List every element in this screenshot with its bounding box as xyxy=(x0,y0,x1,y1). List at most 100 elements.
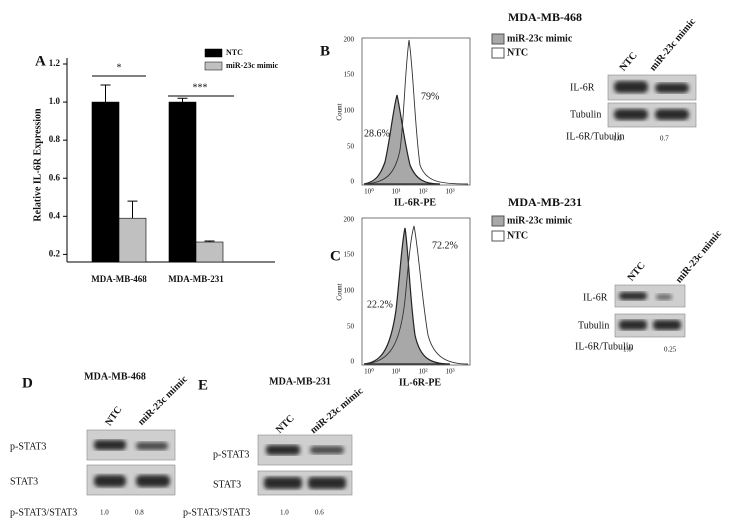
lane-label: miR-23c mimic xyxy=(648,16,699,73)
row-label: STAT3 xyxy=(213,479,241,490)
x-tick-label: 10⁰ xyxy=(364,188,374,196)
ratio-value: 1.0 xyxy=(280,509,289,517)
bar xyxy=(118,217,147,263)
y-tick-label: 150 xyxy=(344,251,355,259)
blot-band xyxy=(614,81,648,93)
row-label: IL-6R xyxy=(570,82,595,93)
blot-band xyxy=(136,442,168,450)
row-label: p-STAT3 xyxy=(10,441,46,452)
error-bar xyxy=(177,97,188,103)
blot-band xyxy=(264,477,302,489)
panel-label: B xyxy=(320,43,330,59)
blot-band xyxy=(308,477,346,489)
blot-band xyxy=(656,294,672,300)
panel-title: MDA-MB-231 xyxy=(508,195,582,209)
ratio-label: IL-6R/Tubulin xyxy=(566,131,625,142)
legend-label: NTC xyxy=(507,230,528,241)
lane-label: miR-23c mimic xyxy=(308,385,365,436)
panel-title: MDA-MB-468 xyxy=(84,371,146,382)
legend-label: NTC xyxy=(226,48,243,57)
blot-band xyxy=(655,109,689,120)
row-label: IL-6R xyxy=(583,292,608,303)
legend-label: NTC xyxy=(507,47,528,58)
bar xyxy=(168,101,197,263)
legend-label: miR-23c mimic xyxy=(507,215,573,226)
legend-swatch xyxy=(491,47,505,59)
legend-swatch xyxy=(491,215,505,227)
ratio-value: 0.25 xyxy=(664,346,677,354)
sig-mark: * xyxy=(117,62,122,73)
y-tick-label: 0 xyxy=(351,178,355,186)
lane-label: NTC xyxy=(274,413,297,436)
percent-label: 22.2% xyxy=(367,299,393,310)
legend-swatch xyxy=(204,48,223,58)
x-tick-label: 10⁰ xyxy=(364,368,374,376)
x-tick-label: 10³ xyxy=(445,188,454,196)
lane-label: NTC xyxy=(103,404,124,428)
blot-band xyxy=(94,475,126,487)
panel-e: E MDA-MB-231 NTC miR-23c mimic p-STAT3 S… xyxy=(183,376,366,518)
blot-band xyxy=(653,320,681,330)
x-axis-label: IL-6R-PE xyxy=(399,377,442,388)
legend-label: miR-23c mimic xyxy=(507,33,573,44)
error-bar xyxy=(100,84,111,103)
y-tick-label: 1.0 xyxy=(49,96,61,106)
x-tick-label: 10¹ xyxy=(391,368,400,376)
y-axis-label: Count xyxy=(336,103,344,120)
blot xyxy=(614,284,686,308)
histogram-mimic xyxy=(363,94,441,185)
row-label: STAT3 xyxy=(10,476,38,487)
panel-label: D xyxy=(22,375,33,391)
panel-d: D MDA-MB-468 NTC miR-23c mimic p-STAT3 S… xyxy=(10,371,190,518)
blot-band xyxy=(619,292,647,300)
legend-swatch xyxy=(491,230,505,242)
blot-band xyxy=(619,320,647,330)
y-tick-label: 1.2 xyxy=(49,58,61,68)
ratio-label: p-STAT3/STAT3 xyxy=(183,507,250,518)
panel-title: MDA-MB-468 xyxy=(508,10,582,24)
panel-b: MDA-MB-468 B 200 150 100 50 0 10⁰ 10¹ 10… xyxy=(320,10,698,209)
y-axis-label: Relative IL-6R Expression xyxy=(32,108,43,222)
percent-label: 72.2% xyxy=(432,240,458,251)
blot-band xyxy=(94,440,126,450)
y-tick-label: 0.8 xyxy=(49,134,61,144)
legend-label: miR-23c mimic xyxy=(226,61,279,70)
ratio-value: 0.7 xyxy=(660,135,669,143)
percent-label: 28.6% xyxy=(364,128,390,139)
x-tick-label: MDA-MB-468 xyxy=(91,274,147,284)
x-tick-label: 10³ xyxy=(445,368,454,376)
lane-label: NTC xyxy=(618,50,640,73)
legend-swatch xyxy=(491,33,505,45)
y-tick-label: 0 xyxy=(351,358,355,366)
panel-title: MDA-MB-231 xyxy=(269,376,331,387)
blot-band xyxy=(655,83,689,93)
ratio-value: 0.8 xyxy=(135,509,144,517)
lane-label: miR-23c mimic xyxy=(674,228,725,285)
panel-label: A xyxy=(35,53,46,69)
blot-band xyxy=(614,109,648,120)
blot-band xyxy=(266,445,300,455)
y-tick-label: 0.2 xyxy=(49,248,61,258)
panel-c: MDA-MB-231 C 200 150 100 50 0 10⁰ 10¹ 10… xyxy=(330,195,724,389)
row-label: Tubulin xyxy=(578,320,609,331)
row-label: p-STAT3 xyxy=(213,449,249,460)
x-axis-label: IL-6R-PE xyxy=(394,197,437,208)
y-tick-label: 50 xyxy=(347,143,355,151)
y-tick-label: 0.6 xyxy=(49,172,61,182)
bar xyxy=(195,241,224,263)
x-tick-label: 10¹ xyxy=(391,188,400,196)
sig-mark: *** xyxy=(193,82,208,93)
ratio-label: p-STAT3/STAT3 xyxy=(10,507,77,518)
panel-label: C xyxy=(330,248,341,264)
blot xyxy=(614,313,686,338)
error-bar xyxy=(204,240,215,243)
y-tick-label: 100 xyxy=(344,287,355,295)
y-tick-label: 50 xyxy=(347,323,355,331)
legend-swatch xyxy=(204,61,223,71)
lane-label: NTC xyxy=(626,260,648,283)
ratio-value: 1.0 xyxy=(613,135,622,143)
blot-band xyxy=(136,475,170,487)
histogram-ntc xyxy=(363,39,469,185)
error-bar xyxy=(127,200,138,219)
ratio-value: 1.0 xyxy=(623,346,632,354)
